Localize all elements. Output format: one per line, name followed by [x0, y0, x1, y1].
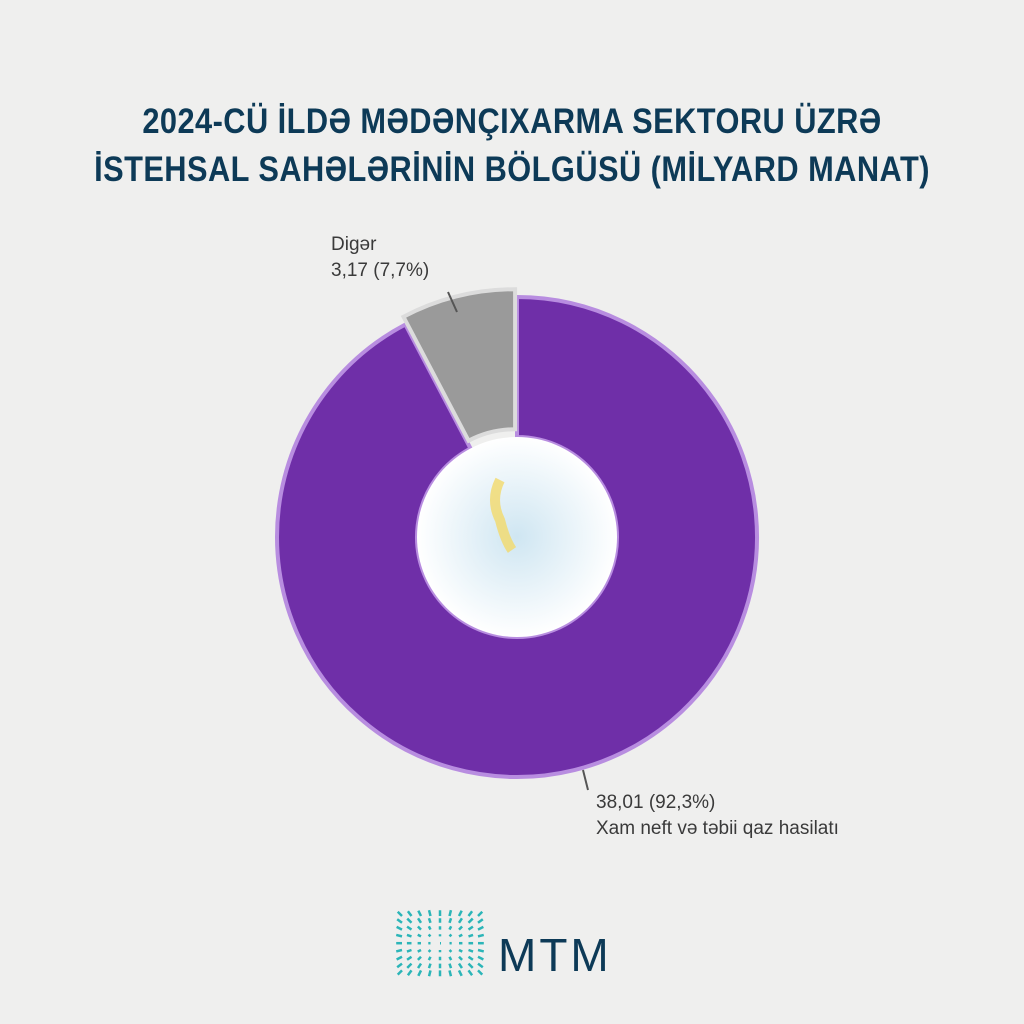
- logo-dash: [458, 933, 463, 938]
- chart-title: 2024-CÜ İLDƏ MƏDƏNÇIXARMA SEKTORU ÜZRƏ İ…: [61, 98, 962, 194]
- leader-line-other: [447, 291, 458, 313]
- logo-dash: [467, 955, 474, 961]
- logo-dash: [406, 969, 413, 976]
- logo-dash: [396, 910, 403, 917]
- logo-dash: [467, 917, 474, 924]
- logo-dash: [467, 925, 474, 931]
- logo-dash: [468, 933, 474, 938]
- logo-dash: [448, 917, 453, 924]
- logo-dash: [406, 925, 413, 931]
- logo-dash: [427, 917, 432, 924]
- flame-decoration: [490, 477, 517, 553]
- logo-dash: [467, 910, 474, 917]
- logo-dash: [467, 969, 474, 976]
- logo-dash: [477, 933, 485, 938]
- logo-dash: [396, 918, 403, 924]
- logo-dash: [406, 933, 412, 938]
- logo-dash: [448, 949, 453, 953]
- logo-dash: [477, 969, 484, 976]
- donut-hole: [417, 437, 617, 637]
- logo-dash: [417, 925, 422, 931]
- logo-dash: [427, 933, 432, 938]
- label-other-name: Digər: [331, 234, 377, 255]
- label-oil-value: 38,01 (92,3%): [596, 792, 716, 813]
- logo-mark-icon: [395, 909, 485, 977]
- logo-text: MTM: [498, 929, 612, 981]
- logo-dash: [427, 970, 432, 977]
- logo-dash: [457, 917, 463, 924]
- logo-dash: [406, 962, 413, 969]
- logo-dash: [406, 955, 413, 961]
- logo-dash: [458, 948, 463, 953]
- logo-dash: [396, 962, 403, 969]
- logo-dash: [477, 910, 484, 917]
- logo-dash: [406, 917, 413, 924]
- logo-dash: [448, 956, 453, 961]
- title-line-1: 2024-CÜ İLDƏ MƏDƏNÇIXARMA SEKTORU ÜZRƏ: [142, 102, 882, 141]
- logo-dash: [477, 918, 484, 924]
- logo-dash: [477, 948, 485, 953]
- label-oil-name: Xam neft və təbii qaz hasilatı: [596, 818, 839, 839]
- logo-dash: [457, 969, 463, 977]
- leader-line-oil: [582, 769, 589, 791]
- logo-dash: [467, 962, 474, 969]
- label-oil: 38,01 (92,3%) Xam neft və təbii qaz hasi…: [596, 790, 839, 842]
- logo-dash: [448, 925, 453, 931]
- logo-dash: [396, 925, 403, 931]
- logo-dash: [417, 955, 422, 961]
- logo-dash: [448, 963, 453, 969]
- logo-dash: [448, 909, 453, 917]
- logo-dash: [396, 955, 403, 961]
- label-other: Digər 3,17 (7,7%): [331, 232, 429, 284]
- logo-dash: [427, 925, 432, 931]
- logo-dash: [448, 970, 453, 977]
- logo-dash: [468, 948, 474, 953]
- logo-dash: [417, 969, 423, 977]
- logo-dash: [417, 962, 423, 969]
- logo-dash: [477, 962, 484, 969]
- logo-dash: [395, 948, 403, 953]
- logo-dash: [417, 948, 422, 953]
- title-line-2: İSTEHSAL SAHƏLƏRİNİN BÖLGÜSÜ (MİLYARD MA…: [94, 150, 930, 189]
- logo-dash: [458, 925, 463, 931]
- label-other-value: 3,17 (7,7%): [331, 260, 430, 281]
- logo-dash: [477, 925, 484, 931]
- logo-dash: [406, 910, 413, 917]
- logo-dash: [448, 933, 453, 938]
- slice-other: [400, 287, 518, 444]
- logo-dash: [395, 933, 403, 938]
- logo-dash: [406, 948, 412, 953]
- logo-dash: [417, 933, 422, 938]
- logo-dash: [458, 955, 463, 961]
- logo-dash: [417, 910, 423, 917]
- logo-dash: [396, 969, 403, 976]
- logo-dash: [427, 963, 432, 969]
- logo-dash: [427, 949, 432, 953]
- logo-dash: [457, 910, 463, 917]
- logo-dash: [457, 962, 463, 969]
- logo-dash: [477, 955, 484, 961]
- logo-dash: [427, 956, 432, 961]
- logo-dash: [427, 909, 432, 917]
- logo-dash: [417, 917, 423, 924]
